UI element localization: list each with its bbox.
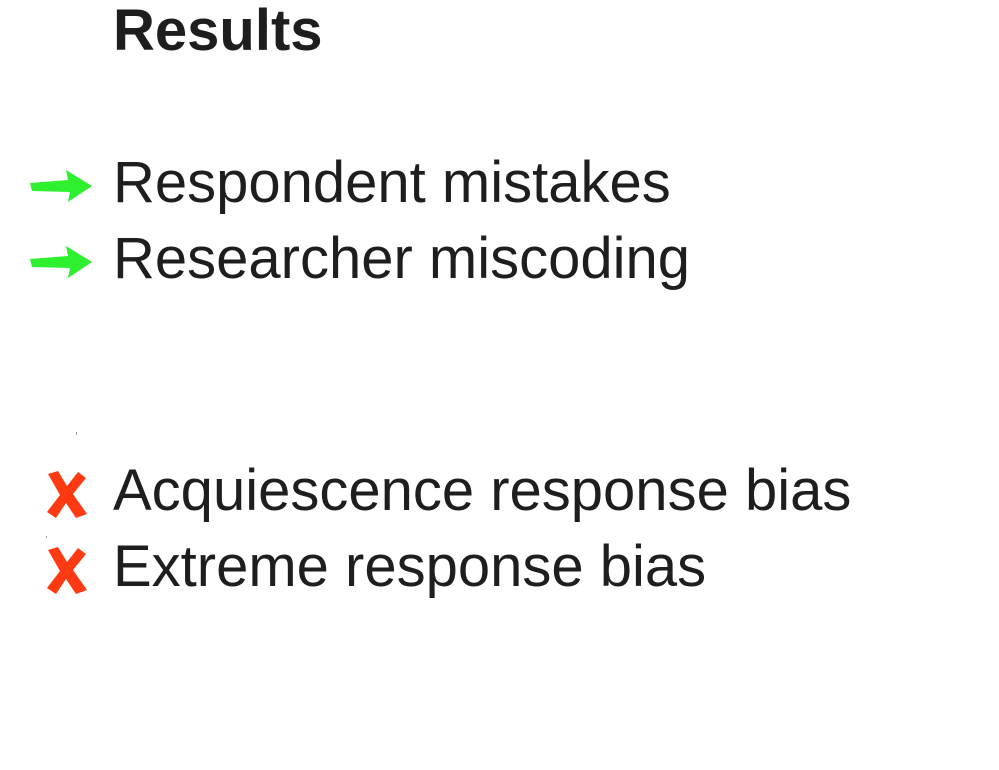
red-cross-icon — [44, 544, 90, 596]
list-item-negative-2: Extreme response bias — [0, 532, 999, 602]
list-item-label: Acquiescence response bias — [113, 456, 851, 526]
slide-title: Results — [113, 0, 323, 66]
list-item-positive-2: Researcher miscoding — [0, 224, 999, 294]
list-item-negative-1: Acquiescence response bias — [0, 456, 999, 526]
speck-mark — [76, 432, 77, 435]
green-arrow-icon — [28, 240, 94, 282]
list-item-positive-1: Respondent mistakes — [0, 148, 999, 218]
red-cross-icon — [44, 468, 90, 520]
list-item-label: Respondent mistakes — [113, 148, 671, 218]
green-arrow-icon — [28, 164, 94, 206]
list-item-label: Extreme response bias — [113, 532, 706, 602]
list-item-label: Researcher miscoding — [113, 224, 690, 294]
